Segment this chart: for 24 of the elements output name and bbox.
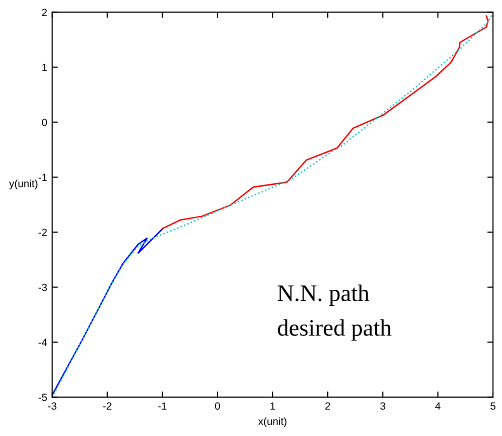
x-tick-label: -2 xyxy=(103,402,112,410)
y-tick-label: 2 xyxy=(42,8,47,16)
y-axis-title: y(unit) xyxy=(9,180,38,190)
y-tick-label: -4 xyxy=(38,338,48,346)
annotation: N.N. path xyxy=(278,284,370,306)
line-series xyxy=(52,12,493,398)
line-series xyxy=(162,15,489,230)
x-tick-label: 3 xyxy=(380,402,386,410)
x-tick-label: 4 xyxy=(435,402,440,410)
y-tick-label: -2 xyxy=(38,228,47,236)
x-tick-label: -1 xyxy=(158,402,167,410)
annotation: desired path xyxy=(278,319,392,341)
x-axis-title: x(unit) xyxy=(258,417,286,428)
y-tick-label: -5 xyxy=(38,394,47,402)
line-series xyxy=(52,228,164,396)
x-tick-label: 2 xyxy=(325,402,330,410)
x-tick-label: -3 xyxy=(48,402,56,410)
x-tick-label: 0 xyxy=(215,402,220,410)
y-tick-label: -1 xyxy=(38,174,47,181)
x-tick-label: 1 xyxy=(270,402,275,410)
y-tick-label: 0 xyxy=(42,118,47,126)
x-tick-label: 5 xyxy=(490,402,496,410)
y-tick-label: -3 xyxy=(38,284,47,292)
y-tick-label: 1 xyxy=(42,64,47,71)
